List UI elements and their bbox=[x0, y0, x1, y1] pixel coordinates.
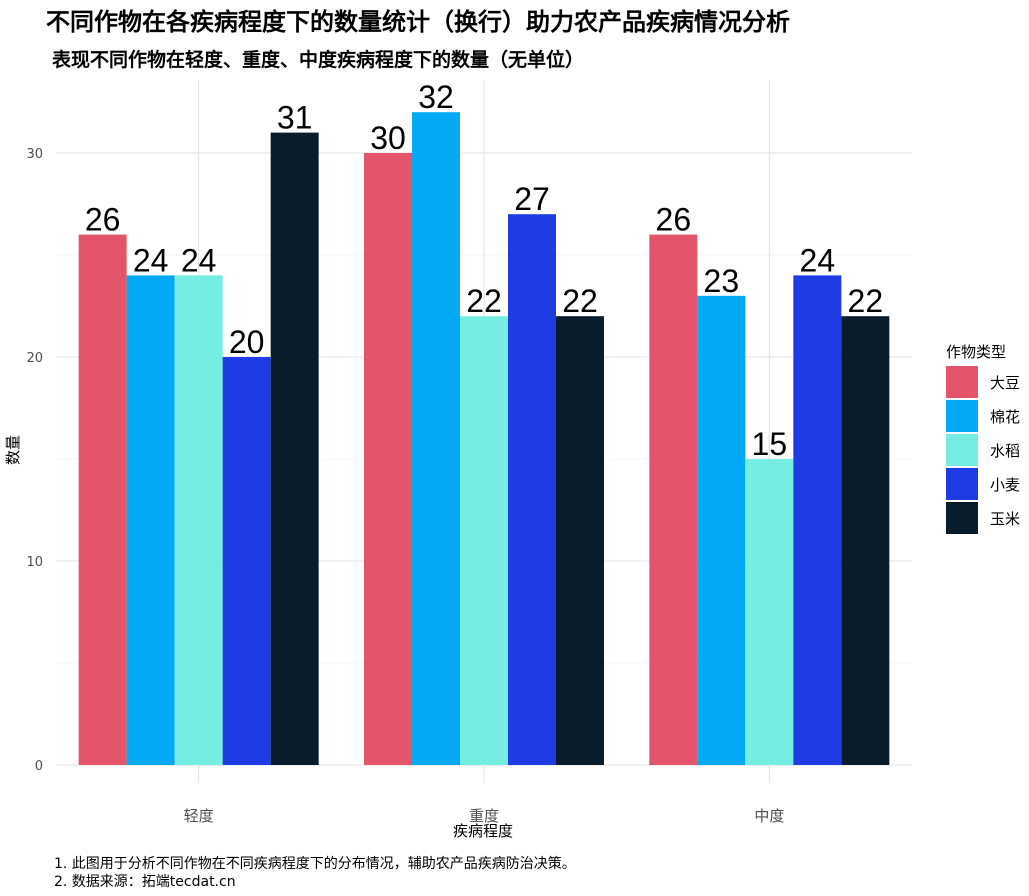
bar-labels: 26 24 24 20 31 30 32 22 27 22 26 23 15 24 22 bbox=[85, 79, 883, 462]
bar bbox=[174, 275, 223, 765]
bar bbox=[126, 275, 175, 765]
y-tick-label: 20 bbox=[26, 351, 43, 366]
x-axis-title: 疾病程度 bbox=[453, 822, 513, 840]
bar-value-label: 23 bbox=[704, 263, 740, 299]
x-tick-label: 中度 bbox=[754, 807, 784, 825]
legend-swatch bbox=[946, 468, 978, 500]
caption-line-1: 1. 此图用于分析不同作物在不同疾病程度下的分布情况，辅助农产品疾病防治决策。 bbox=[54, 855, 576, 872]
bar bbox=[793, 275, 842, 765]
bar-value-label: 31 bbox=[277, 100, 313, 136]
axes: 轻度 重度 中度 0 10 20 30 bbox=[26, 147, 784, 825]
legend-label: 小麦 bbox=[990, 476, 1020, 494]
bar bbox=[508, 214, 556, 765]
chart-title: 不同作物在各疾病程度下的数量统计（换行）助力农产品疾病情况分析 bbox=[46, 7, 790, 36]
legend-label: 大豆 bbox=[990, 374, 1020, 392]
y-axis-title: 数量 bbox=[4, 435, 22, 465]
bar-value-label: 26 bbox=[85, 202, 121, 238]
bar bbox=[697, 295, 746, 765]
x-tick-label: 轻度 bbox=[184, 807, 214, 825]
y-tick-label: 10 bbox=[26, 555, 43, 570]
bar bbox=[460, 316, 508, 765]
legend-swatch bbox=[946, 366, 978, 398]
legend-swatch bbox=[946, 400, 978, 432]
bar bbox=[412, 112, 460, 765]
bar bbox=[222, 357, 271, 765]
bar-value-label: 22 bbox=[848, 283, 884, 319]
bar bbox=[270, 132, 319, 766]
bar-value-label: 22 bbox=[466, 283, 502, 319]
bars bbox=[78, 112, 890, 766]
y-tick-label: 30 bbox=[26, 147, 43, 162]
bar-value-label: 24 bbox=[800, 242, 836, 278]
legend-label: 棉花 bbox=[990, 408, 1020, 426]
legend-title: 作物类型 bbox=[946, 343, 1006, 361]
legend-label: 玉米 bbox=[990, 510, 1020, 528]
legend-swatch bbox=[946, 434, 978, 466]
bar-value-label: 30 bbox=[370, 120, 406, 156]
y-tick-label: 0 bbox=[35, 759, 43, 774]
bar-value-label: 15 bbox=[752, 426, 788, 462]
legend-label: 水稻 bbox=[990, 442, 1020, 460]
bar bbox=[364, 153, 412, 765]
bar-value-label: 22 bbox=[562, 283, 598, 319]
bar bbox=[841, 316, 890, 765]
legend-swatch bbox=[946, 502, 978, 534]
bar-value-label: 24 bbox=[133, 242, 169, 278]
bar-value-label: 26 bbox=[656, 202, 692, 238]
bar bbox=[745, 459, 794, 765]
bar-value-label: 20 bbox=[229, 324, 265, 360]
bar bbox=[649, 234, 698, 766]
bar-value-label: 27 bbox=[514, 181, 550, 217]
bar bbox=[78, 234, 127, 766]
chart-subtitle: 表现不同作物在轻度、重度、中度疾病程度下的数量（无单位） bbox=[52, 48, 584, 71]
caption-line-2: 2. 数据来源：拓端tecdat.cn bbox=[54, 874, 236, 890]
bar bbox=[556, 316, 604, 765]
x-tick-label: 重度 bbox=[469, 807, 499, 825]
bar-value-label: 32 bbox=[418, 79, 454, 115]
bar-value-label: 24 bbox=[181, 242, 217, 278]
